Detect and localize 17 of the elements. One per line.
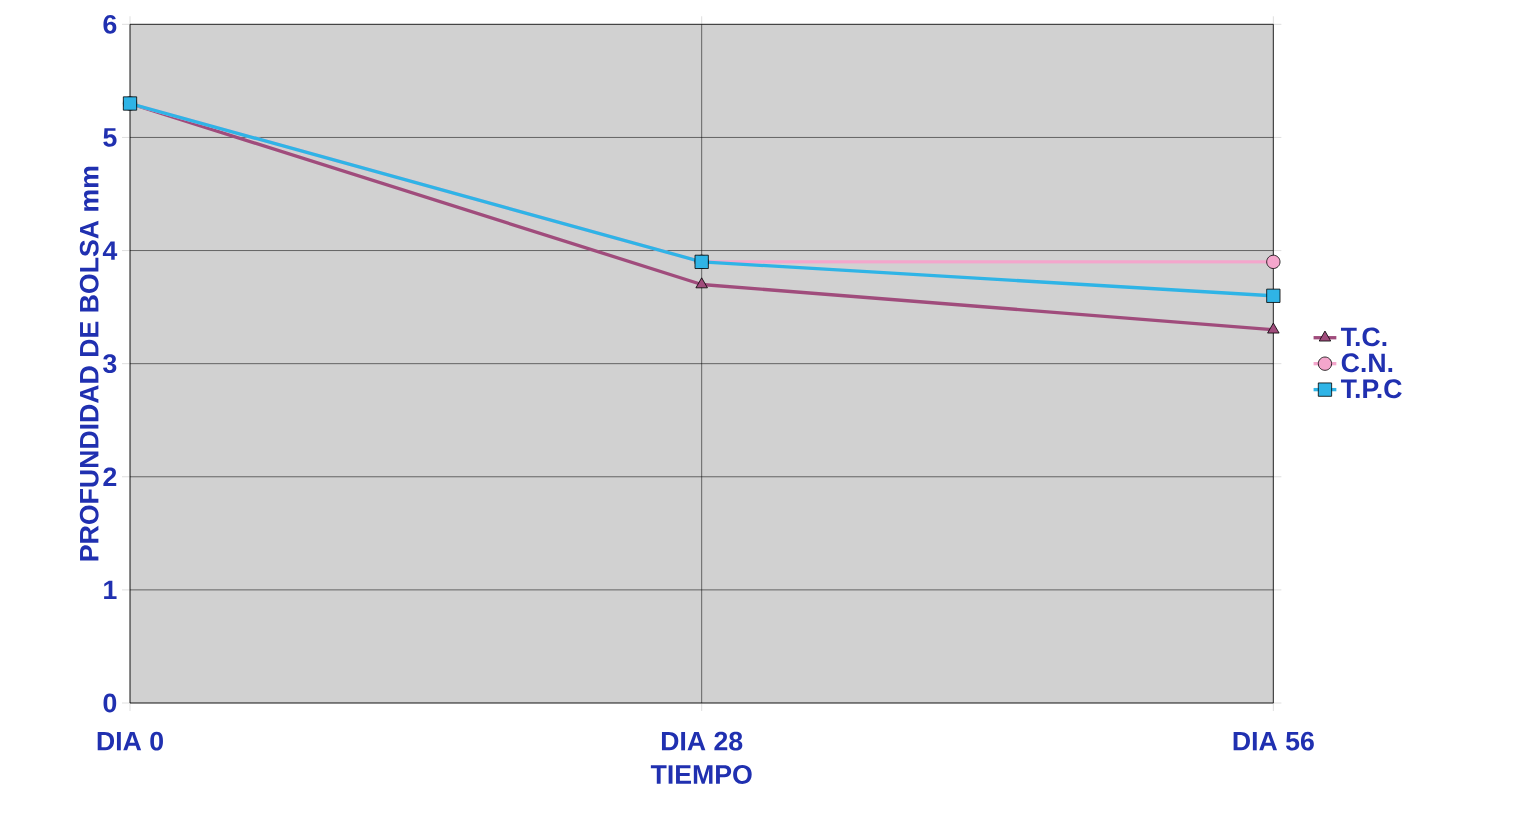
legend-label: T.P.C — [1340, 379, 1402, 399]
legend-label: C.N. — [1341, 353, 1393, 373]
x-tick-label: DIA 0 — [97, 731, 163, 751]
y-tick-label: 5 — [103, 128, 117, 147]
point — [1266, 254, 1281, 269]
legend-label: T.C. — [1340, 327, 1387, 347]
x-tick-label: DIA 56 — [1233, 731, 1314, 751]
y-tick-label: 6 — [103, 14, 117, 34]
y-tick-label: 3 — [103, 354, 117, 374]
x-tick-label: DIA 28 — [661, 731, 743, 751]
point — [1266, 288, 1281, 303]
y-tick-label: 4 — [102, 241, 118, 260]
y-axis-title: PROFUNDIDAD DE BOLSA mm — [79, 166, 99, 561]
y-tick-label: 2 — [103, 467, 117, 487]
y-tick-label: 0 — [103, 693, 117, 713]
x-axis-title: TIEMPO — [650, 765, 752, 784]
y-tick-label: 1 — [104, 580, 117, 600]
